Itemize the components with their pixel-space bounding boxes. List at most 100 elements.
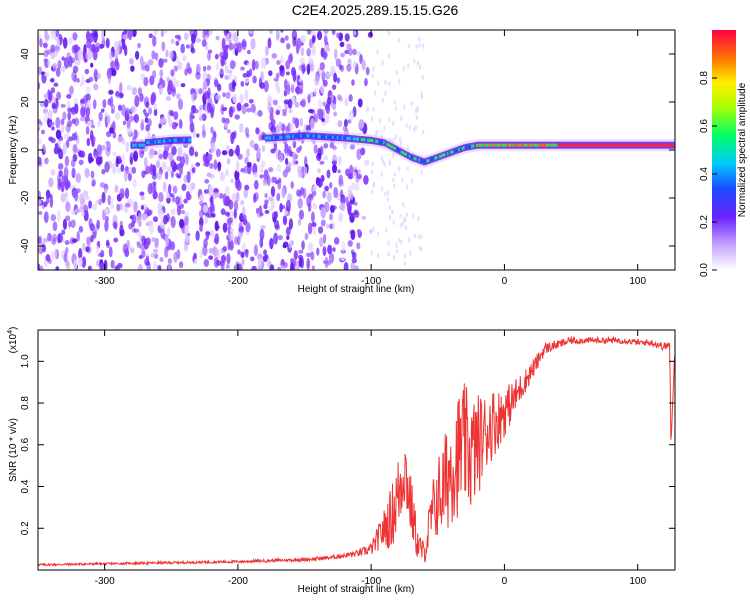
heatmap-cell	[153, 30, 158, 36]
heatmap-cell	[375, 139, 377, 143]
heatmap-cell	[157, 202, 162, 211]
heatmap-cell	[403, 104, 406, 110]
heatmap-cell	[306, 257, 310, 270]
heatmap-cell	[43, 201, 48, 208]
heatmap-cell	[418, 42, 421, 48]
heatmap-cell	[262, 179, 268, 187]
heatmap-cell	[248, 99, 254, 104]
heatmap-cell	[55, 116, 61, 129]
heatmap-cell	[624, 143, 627, 147]
heatmap-cell	[47, 109, 53, 120]
heatmap-cell	[170, 216, 176, 229]
x-tick-label: 0	[502, 576, 508, 587]
heatmap-cell	[133, 150, 139, 162]
heatmap-cell	[370, 169, 374, 175]
heatmap-cell	[594, 143, 597, 147]
heatmap-cell	[120, 164, 125, 172]
heatmap-cell	[127, 171, 132, 182]
snr-frame	[37, 329, 676, 571]
heatmap-cell	[143, 76, 149, 87]
heatmap-cell	[195, 71, 201, 80]
heatmap-cell	[253, 244, 259, 256]
heatmap-cell	[309, 61, 315, 72]
heatmap-cell	[166, 165, 172, 174]
heatmap-cell	[63, 132, 70, 140]
heatmap-cell	[175, 40, 180, 46]
y-tick-label: 0.4	[20, 479, 31, 493]
heatmap-cell	[188, 138, 190, 142]
heatmap-cell	[371, 161, 374, 167]
heatmap-cell	[528, 143, 531, 147]
heatmap-cell	[90, 62, 94, 68]
heatmap-cell	[158, 208, 164, 220]
heatmap-cell	[554, 143, 557, 147]
heatmap-cell	[335, 58, 342, 68]
heatmap-cell	[166, 226, 171, 238]
heatmap-cell	[180, 83, 186, 88]
heatmap-cell	[417, 234, 421, 240]
heatmap-cell	[333, 111, 338, 117]
heatmap-cell	[119, 225, 124, 237]
heatmap-cell	[177, 98, 184, 110]
heatmap-cell	[134, 50, 140, 60]
heatmap-cell	[104, 208, 109, 215]
heatmap-cell	[651, 143, 654, 147]
heatmap-cell	[56, 209, 61, 222]
heatmap-cell	[107, 98, 112, 106]
heatmap-cell	[292, 36, 297, 47]
heatmap-cell	[184, 68, 188, 76]
heatmap-cell	[474, 144, 477, 148]
heatmap-cell	[672, 143, 675, 147]
heatmap-cell	[114, 265, 120, 270]
heatmap-cell	[76, 230, 80, 242]
heatmap-cell	[165, 139, 168, 143]
heatmap-cell	[49, 121, 55, 127]
heatmap-cell	[650, 143, 653, 147]
heatmap-cell	[415, 157, 417, 161]
heatmap-cell	[300, 35, 306, 44]
heatmap-cell	[600, 143, 603, 147]
heatmap-cell	[514, 143, 517, 147]
heatmap-cell	[368, 138, 371, 142]
heatmap-cell	[62, 111, 67, 121]
heatmap-cell	[587, 143, 590, 147]
heatmap-cell	[337, 157, 342, 166]
heatmap-cell	[233, 31, 239, 43]
heatmap-cell	[589, 143, 592, 147]
heatmap-cell	[225, 168, 229, 176]
heatmap-cell	[138, 254, 143, 259]
heatmap-cell	[298, 249, 304, 254]
heatmap-cell	[140, 195, 145, 201]
heatmap-cell	[209, 201, 215, 213]
heatmap-cell	[85, 50, 92, 61]
heatmap-cell	[329, 142, 335, 149]
heatmap-cell	[92, 203, 97, 211]
heatmap-cell	[421, 159, 424, 163]
heatmap-cell	[78, 257, 83, 267]
heatmap-cell	[177, 61, 183, 71]
heatmap-cell	[445, 152, 448, 156]
heatmap-cell	[387, 30, 391, 36]
snr-x-label: Height of straight line (km)	[298, 584, 415, 595]
heatmap-cell	[144, 141, 147, 145]
heatmap-cell	[282, 215, 288, 226]
heatmap-cell	[344, 136, 347, 140]
heatmap-cell	[130, 65, 135, 72]
heatmap-cell	[319, 160, 325, 165]
heatmap-cell	[259, 228, 265, 241]
heatmap-cell	[207, 50, 211, 61]
heatmap-cell	[183, 240, 189, 252]
heatmap-cell	[410, 155, 413, 159]
heatmap-cell	[308, 242, 314, 252]
heatmap-cell	[264, 192, 268, 199]
heatmap-cell	[344, 50, 350, 55]
heatmap-cell	[183, 32, 189, 41]
heatmap-cell	[356, 148, 362, 161]
heatmap-cell	[270, 186, 276, 198]
heatmap-cell	[67, 136, 73, 142]
heatmap-cell	[543, 143, 545, 147]
heatmap-cell	[227, 69, 233, 74]
heatmap-cell	[72, 238, 78, 243]
heatmap-cell	[313, 113, 319, 123]
heatmap-cell	[228, 231, 234, 242]
